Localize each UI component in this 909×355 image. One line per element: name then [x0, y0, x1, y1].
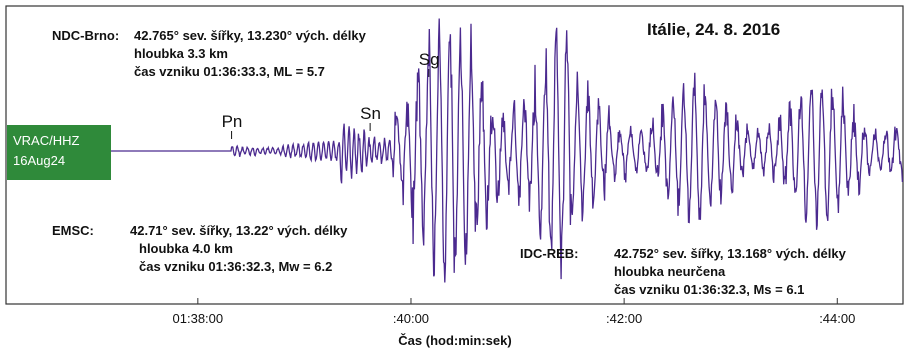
station-label: VRAC/HHZ 16Aug24 [7, 125, 111, 180]
idc-origin: čas vzniku 01:36:32.3, Ms = 6.1 [614, 282, 805, 297]
phase-label: Sg [418, 50, 440, 69]
emsc-label: EMSC: [52, 223, 94, 238]
station-date: 16Aug24 [13, 153, 66, 168]
x-ticks [197, 298, 838, 304]
ndc-origin: čas vzniku 01:36:33.3, ML = 5.7 [134, 64, 325, 79]
x-tick-label: :40:00 [392, 311, 430, 326]
emsc-coords: 42.71° sev. šířky, 13.22° vých. délky [130, 223, 348, 238]
emsc-depth: hloubka 4.0 km [139, 241, 233, 256]
ndc-coords: 42.765° sev. šířky, 13.230° vých. délky [134, 28, 366, 43]
seismogram-trace [111, 18, 904, 283]
x-tick-label: :42:00 [606, 311, 643, 326]
x-tick-label: :44:00 [819, 311, 856, 326]
idc-depth: hloubka neurčena [614, 264, 726, 279]
x-tick-label: 01:38:00 [172, 311, 224, 326]
chart-title: Itálie, 24. 8. 2016 [647, 20, 781, 39]
phase-label: Pn [221, 112, 243, 131]
phase-label: Sn [360, 104, 381, 123]
idc-label: IDC-REB: [520, 246, 579, 261]
plot-frame [5, 5, 904, 305]
station-name: VRAC/HHZ [13, 133, 80, 148]
emsc-origin: čas vzniku 01:36:32.3, Mw = 6.2 [139, 259, 333, 274]
ndc-label: NDC-Brno: [52, 28, 120, 43]
x-axis-label: Čas (hod:min:sek) [398, 333, 512, 348]
phase-markers [231, 69, 430, 139]
ndc-depth: hloubka 3.3 km [134, 46, 228, 61]
idc-coords: 42.752° sev. šířky, 13.168° vých. délky [614, 246, 846, 261]
